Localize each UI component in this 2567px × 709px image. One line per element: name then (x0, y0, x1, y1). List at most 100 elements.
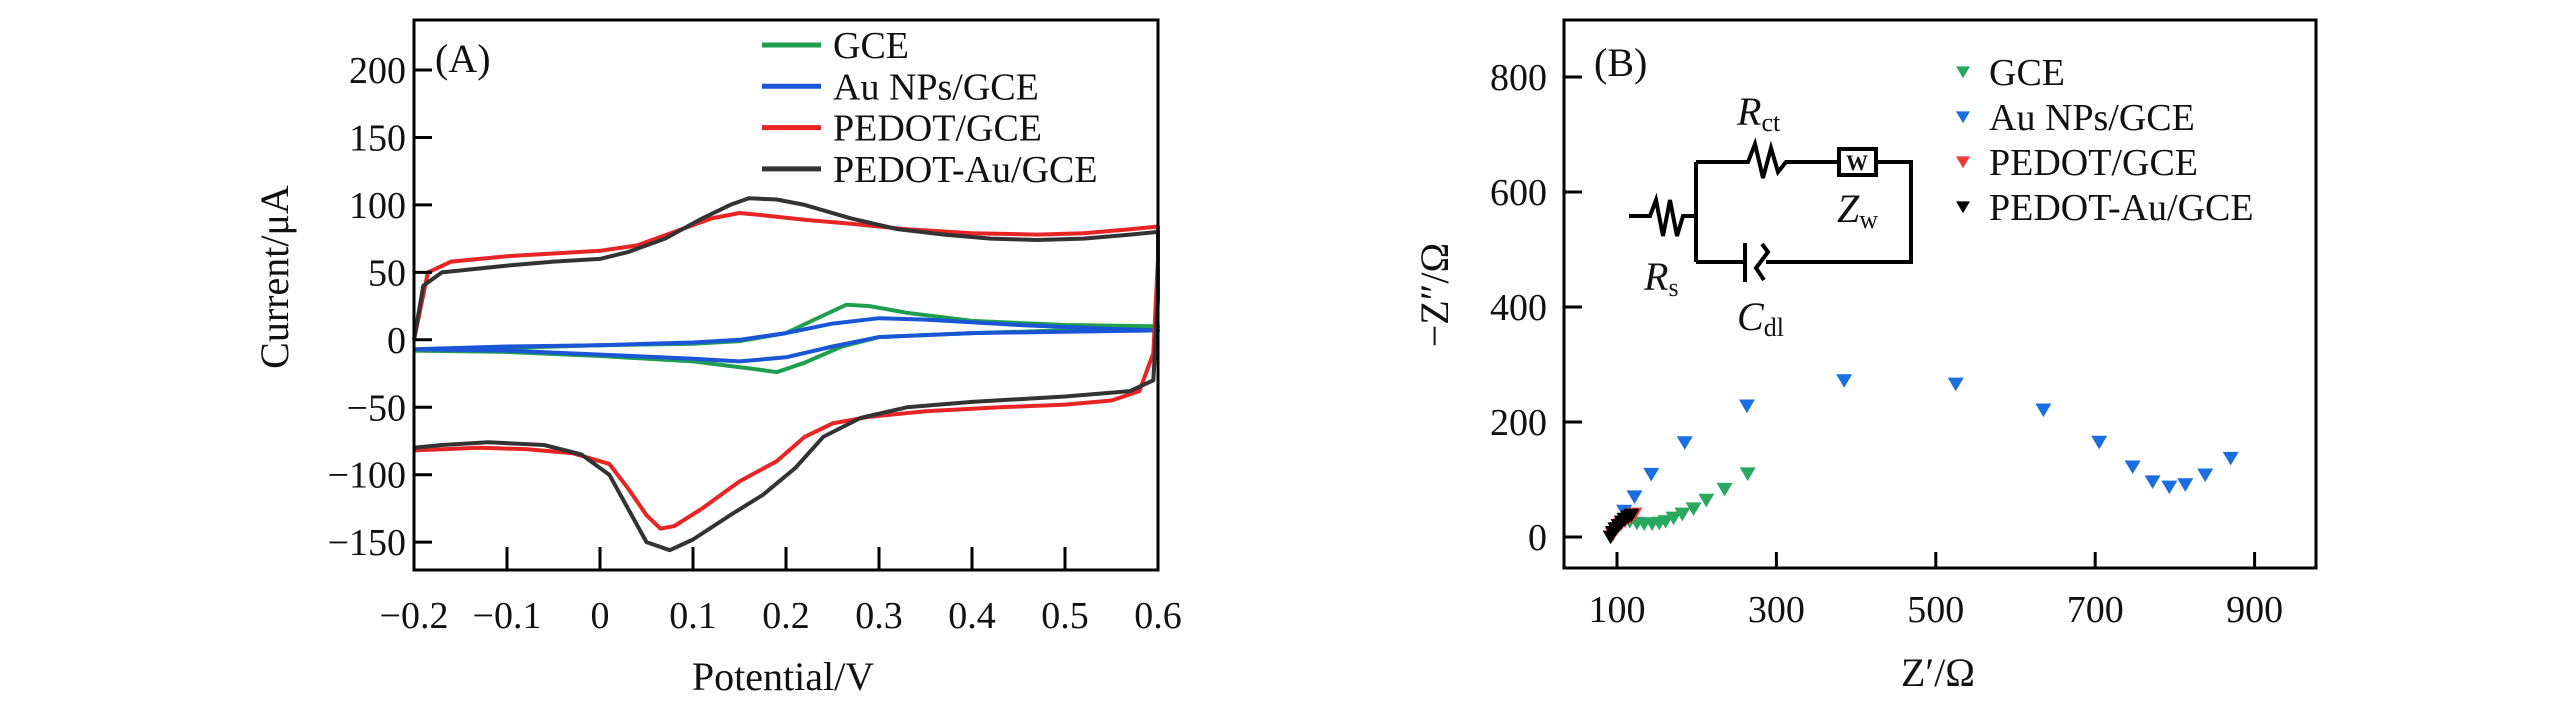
cv-curve-gce (413, 302, 1160, 375)
data-point (1738, 399, 1755, 414)
data-point (2124, 460, 2141, 475)
eis-series-pedot-au-gce (1602, 508, 1640, 545)
axis-ticks-a: −0.2 −0.1 0 0.1 0.2 0.3 0.4 0.5 0.6 200 150 100 50 0 −… (328, 50, 1182, 637)
data-point (1665, 511, 1682, 526)
legend-label-a: PEDOT/GCE (833, 108, 1042, 150)
data-point (2177, 478, 2194, 492)
zw-label-sub: w (1859, 205, 1878, 234)
x-tick-label-b: 700 (2067, 589, 2124, 631)
data-point (1643, 467, 1660, 482)
data-point (2091, 435, 2108, 450)
y-tick-label-b: 200 (1490, 402, 1547, 444)
x-axis-label-a: Potential/V (692, 654, 874, 699)
warburg-box-label: W (1846, 150, 1868, 175)
x-tick-label-b: 100 (1589, 589, 1646, 631)
x-tick-label-a: 0.6 (1134, 595, 1182, 637)
data-point (1676, 436, 1693, 450)
panel-label-a: (A) (435, 36, 491, 81)
legend-label-a: PEDOT-Au/GCE (833, 149, 1098, 191)
cv-curve-pedot-au-gce (412, 196, 1160, 553)
y-tick-label-b: 800 (1490, 57, 1547, 99)
cdl-label-sub: dl (1764, 313, 1784, 342)
equivalent-circuit-inset (1629, 137, 1913, 282)
x-tick-label-b: 900 (2226, 589, 2283, 631)
legend-label-b: Au NPs/GCE (1989, 97, 2195, 139)
x-tick-label-a: 0 (591, 595, 610, 637)
data-point (1623, 508, 1640, 523)
rs-label-main: R (1643, 254, 1668, 299)
data-point (1836, 374, 1853, 388)
legend-label-a: GCE (833, 25, 909, 67)
zw-label-main: Z (1837, 186, 1860, 231)
data-point (1674, 507, 1691, 522)
rct-label-sub: ct (1761, 108, 1781, 137)
data-point (2144, 475, 2161, 489)
rct-resistor-symbol (1696, 137, 1839, 179)
x-tick-label-a: 0.1 (669, 595, 717, 637)
plot-frame-b (1562, 18, 2318, 570)
data-point (2197, 468, 2214, 483)
data-point (2035, 403, 2052, 418)
circuit-labels: Rct Zw Rs Cdl (1643, 89, 1878, 342)
data-point (1685, 502, 1702, 517)
panel-label-b: (B) (1594, 40, 1647, 85)
y-tick-label-b: 0 (1528, 517, 1547, 559)
rct-label: Rct (1736, 89, 1781, 137)
x-tick-label-b: 500 (1907, 589, 1964, 631)
legend-marker-b (1956, 66, 1970, 79)
y-tick-label-a: 0 (387, 320, 406, 362)
rct-label-main: R (1736, 89, 1761, 134)
panel-a-cv-chart: −0.2 −0.1 0 0.1 0.2 0.3 0.4 0.5 0.6 200 150 100 50 0 −… (252, 18, 1182, 699)
legend-marker-b (1956, 201, 1970, 214)
y-tick-label-a: −100 (328, 455, 406, 497)
x-tick-label-a: 0.5 (1041, 595, 1089, 637)
legend-label-b: GCE (1989, 52, 2065, 94)
x-tick-label-a: 0.3 (855, 595, 903, 637)
legend-marker-b (1956, 111, 1970, 124)
rs-label-sub: s (1668, 273, 1678, 302)
legend-marker-b (1956, 156, 1970, 169)
data-point (1947, 377, 1964, 392)
axis-ticks-b: 100 300 500 700 900 0 200 400 600 800 (1490, 57, 2283, 631)
y-tick-label-b: 400 (1490, 287, 1547, 329)
data-point (2161, 480, 2178, 495)
cdl-label-main: C (1737, 294, 1765, 339)
data-point (1698, 493, 1715, 508)
y-axis-label-a: Current/μA (252, 185, 297, 369)
x-tick-label-a: −0.2 (380, 595, 449, 637)
data-point (2222, 451, 2239, 466)
capacitor-plate-cpe (1753, 242, 1771, 282)
cdl-label: Cdl (1737, 294, 1784, 342)
legend-label-b: PEDOT/GCE (1989, 142, 2198, 184)
y-tick-label-a: −150 (328, 522, 406, 564)
y-tick-label-a: 200 (349, 50, 406, 92)
capacitor-plate-straight (1696, 243, 1747, 282)
rs-resistor-symbol (1629, 192, 1696, 237)
eis-series-au-nps-gce (1616, 374, 2239, 519)
y-axis-label-b: −Z″/Ω (1412, 243, 1457, 348)
x-tick-label-a: 0.2 (762, 595, 810, 637)
eis-series-group (1602, 374, 2239, 545)
data-point (1626, 490, 1643, 504)
data-point (1716, 482, 1733, 497)
cv-series-group (412, 196, 1160, 553)
y-tick-label-a: 50 (368, 252, 406, 294)
legend-label-b: PEDOT-Au/GCE (1989, 187, 2254, 229)
x-tick-label-a: 0.4 (948, 595, 996, 637)
circuit-wire-right (1766, 160, 1913, 264)
y-tick-label-b: 600 (1490, 172, 1547, 214)
y-tick-label-a: 150 (349, 117, 406, 159)
x-axis-label-b: Z′/Ω (1901, 650, 1975, 695)
legend-label-a: Au NPs/GCE (833, 66, 1039, 108)
x-tick-label-b: 300 (1748, 589, 1805, 631)
y-tick-label-a: 100 (349, 185, 406, 227)
y-tick-label-a: −50 (347, 387, 406, 429)
cv-curve-au-nps-gce (413, 316, 1160, 364)
zw-label: Zw (1837, 186, 1878, 234)
data-point (1739, 467, 1756, 481)
plot-frame-a (412, 18, 1160, 572)
